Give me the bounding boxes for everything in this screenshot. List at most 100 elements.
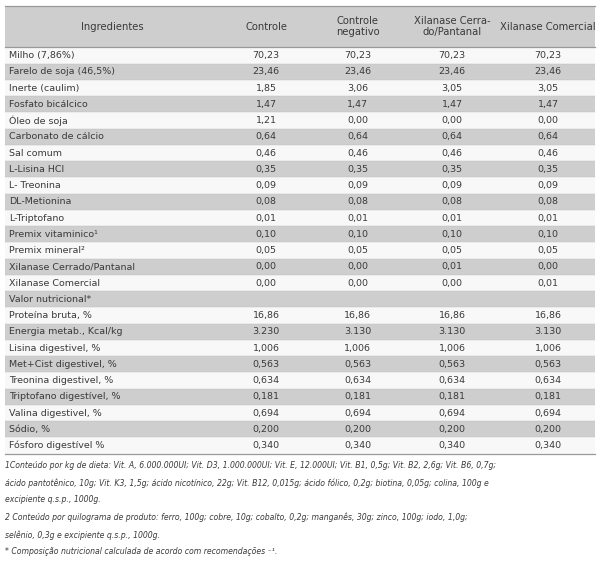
Text: Carbonato de cálcio: Carbonato de cálcio [9, 132, 104, 141]
Text: Controle
negativo: Controle negativo [336, 16, 379, 38]
Text: 3.130: 3.130 [535, 327, 562, 336]
Text: 1,21: 1,21 [256, 116, 277, 125]
Text: 70,23: 70,23 [535, 51, 562, 60]
Text: 1,006: 1,006 [344, 343, 371, 353]
Text: Xilanase Comercial: Xilanase Comercial [500, 21, 596, 32]
Text: 1,47: 1,47 [538, 100, 559, 109]
Text: Premix vitaminico¹: Premix vitaminico¹ [9, 230, 98, 239]
Text: 0,200: 0,200 [439, 425, 466, 434]
Text: 0,340: 0,340 [344, 441, 371, 450]
Text: 0,200: 0,200 [253, 425, 280, 434]
Text: 0,35: 0,35 [538, 165, 559, 174]
Text: 0,694: 0,694 [439, 409, 466, 417]
Text: 3.130: 3.130 [344, 327, 371, 336]
Text: 0,634: 0,634 [535, 376, 562, 385]
Bar [5, 194, 595, 210]
Text: Triptofano digestível, %: Triptofano digestível, % [9, 392, 121, 401]
Bar [5, 177, 595, 194]
Text: 0,10: 0,10 [347, 230, 368, 239]
Text: 1,85: 1,85 [256, 84, 277, 92]
Bar [5, 112, 595, 129]
Text: 0,00: 0,00 [256, 279, 277, 288]
Text: 0,01: 0,01 [538, 279, 559, 288]
Text: Sal comum: Sal comum [9, 149, 62, 158]
Text: 0,00: 0,00 [256, 262, 277, 271]
Text: 0,01: 0,01 [442, 213, 463, 223]
Text: 0,694: 0,694 [535, 409, 562, 417]
Text: Lisina digestivel, %: Lisina digestivel, % [9, 343, 100, 353]
Text: Fosfato bicálcico: Fosfato bicálcico [9, 100, 88, 109]
Text: 3,06: 3,06 [347, 84, 368, 92]
Text: Óleo de soja: Óleo de soja [9, 115, 68, 126]
Text: 23,46: 23,46 [253, 67, 280, 76]
Text: 1,006: 1,006 [439, 343, 466, 353]
Text: 0,181: 0,181 [439, 392, 466, 401]
Text: L- Treonina: L- Treonina [9, 181, 61, 190]
Text: 0,08: 0,08 [538, 197, 559, 206]
Text: 0,46: 0,46 [538, 149, 559, 158]
Text: 3,05: 3,05 [538, 84, 559, 92]
Text: 0,09: 0,09 [538, 181, 559, 190]
Text: Milho (7,86%): Milho (7,86%) [9, 51, 74, 60]
Text: 0,634: 0,634 [253, 376, 280, 385]
Text: 0,01: 0,01 [347, 213, 368, 223]
Text: 0,64: 0,64 [538, 132, 559, 141]
Bar [5, 80, 595, 96]
Text: Valina digestivel, %: Valina digestivel, % [9, 409, 102, 417]
Bar [5, 259, 595, 275]
Text: 0,64: 0,64 [347, 132, 368, 141]
Text: 0,340: 0,340 [439, 441, 466, 450]
Text: 0,00: 0,00 [442, 279, 463, 288]
Text: Valor nutricional*: Valor nutricional* [9, 295, 91, 304]
Text: Energia metab., Kcal/kg: Energia metab., Kcal/kg [9, 327, 122, 336]
Text: 16,86: 16,86 [439, 311, 466, 320]
Text: 0,340: 0,340 [535, 441, 562, 450]
Text: 0,00: 0,00 [538, 116, 559, 125]
Text: 0,10: 0,10 [442, 230, 463, 239]
Text: 16,86: 16,86 [253, 311, 280, 320]
Text: 70,23: 70,23 [344, 51, 371, 60]
Text: 0,563: 0,563 [253, 360, 280, 369]
Text: selênio, 0,3g e excipiente q.s.p., 1000g.: selênio, 0,3g e excipiente q.s.p., 1000g… [5, 530, 160, 539]
Bar [5, 372, 595, 389]
Text: 0,00: 0,00 [442, 116, 463, 125]
Text: 70,23: 70,23 [253, 51, 280, 60]
Text: L-Lisina HCl: L-Lisina HCl [9, 165, 64, 174]
Text: 1,006: 1,006 [253, 343, 280, 353]
Bar [5, 421, 595, 438]
Text: 0,46: 0,46 [256, 149, 277, 158]
Bar [5, 47, 595, 64]
Text: 16,86: 16,86 [344, 311, 371, 320]
Text: 0,200: 0,200 [344, 425, 371, 434]
Text: 0,64: 0,64 [442, 132, 463, 141]
Text: 0,08: 0,08 [347, 197, 368, 206]
Text: 0,08: 0,08 [256, 197, 277, 206]
Text: excipiente q.s.p., 1000g.: excipiente q.s.p., 1000g. [5, 495, 101, 505]
Text: 70,23: 70,23 [439, 51, 466, 60]
Text: 0,563: 0,563 [535, 360, 562, 369]
Bar [5, 275, 595, 291]
Text: 0,694: 0,694 [253, 409, 280, 417]
Text: 23,46: 23,46 [535, 67, 562, 76]
Text: Xilanase Comercial: Xilanase Comercial [9, 279, 100, 288]
Bar [5, 356, 595, 372]
Text: Fósforo digestível %: Fósforo digestível % [9, 441, 104, 450]
Text: 0,35: 0,35 [442, 165, 463, 174]
Text: 0,05: 0,05 [256, 246, 277, 255]
Text: 0,181: 0,181 [344, 392, 371, 401]
Text: 0,08: 0,08 [442, 197, 463, 206]
Text: 0,00: 0,00 [347, 116, 368, 125]
Text: 0,563: 0,563 [344, 360, 371, 369]
Bar [5, 438, 595, 454]
Text: 0,181: 0,181 [253, 392, 280, 401]
Bar [5, 64, 595, 80]
Text: 0,09: 0,09 [256, 181, 277, 190]
Text: 3.130: 3.130 [439, 327, 466, 336]
Text: 0,01: 0,01 [538, 213, 559, 223]
Text: Farelo de soja (46,5%): Farelo de soja (46,5%) [9, 67, 115, 76]
Text: 0,05: 0,05 [538, 246, 559, 255]
Bar [5, 291, 595, 307]
Text: Ingredientes: Ingredientes [81, 21, 144, 32]
Bar [5, 242, 595, 259]
Text: 1,47: 1,47 [347, 100, 368, 109]
